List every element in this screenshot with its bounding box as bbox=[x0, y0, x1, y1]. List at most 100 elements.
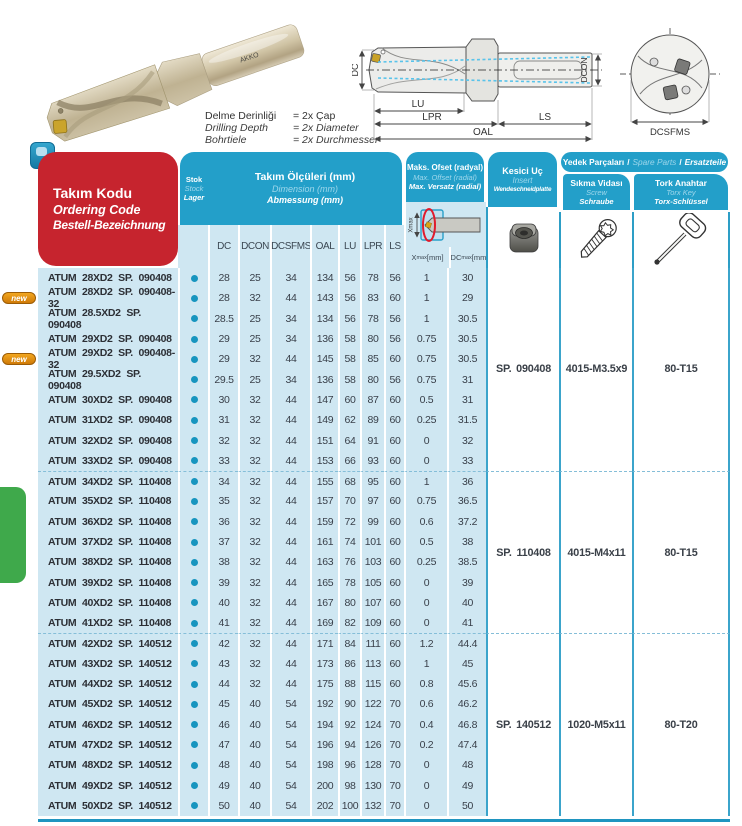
new-badge: new bbox=[2, 292, 36, 305]
cell-oal: 196 bbox=[310, 734, 338, 756]
spare-insert-code: SP. 110408 bbox=[486, 470, 559, 634]
cell-ls: 60 bbox=[384, 633, 404, 654]
cell-lpr: 99 bbox=[360, 511, 384, 532]
row-code: ATUM 46XD2 SP. 140512 bbox=[38, 714, 178, 735]
cell-lu: 94 bbox=[338, 734, 360, 756]
cell-oal: 155 bbox=[310, 470, 338, 492]
cell-dc: 43 bbox=[208, 653, 238, 674]
cell-lpr: 87 bbox=[360, 389, 384, 411]
cell-ls: 60 bbox=[384, 430, 404, 451]
cell-lpr: 107 bbox=[360, 592, 384, 614]
cell-dc: 50 bbox=[208, 795, 238, 817]
front-view-diagram: DCSFMS bbox=[620, 28, 720, 138]
cell-lu: 78 bbox=[338, 572, 360, 593]
cell-lpr: 132 bbox=[360, 795, 384, 817]
stock-indicator bbox=[178, 430, 208, 451]
row-code: ATUM 48XD2 SP. 140512 bbox=[38, 755, 178, 776]
cell-dcon: 32 bbox=[238, 389, 270, 411]
cell-ls: 60 bbox=[384, 410, 404, 431]
cell-dcsfms: 44 bbox=[270, 470, 310, 492]
cell-oal: 159 bbox=[310, 511, 338, 532]
spare-banner-tr: Yedek Parçaları bbox=[562, 157, 625, 167]
ordering-header-en: Ordering Code bbox=[53, 203, 141, 218]
cell-dc: 39 bbox=[208, 572, 238, 593]
cell-xmax: 0.75 bbox=[404, 369, 447, 390]
cell-dcon: 32 bbox=[238, 653, 270, 674]
screw-header: Sıkma Vidası Screw Schraube bbox=[563, 174, 630, 210]
cell-dc: 29 bbox=[208, 328, 238, 350]
cell-oal: 147 bbox=[310, 389, 338, 411]
cell-xmax: 0 bbox=[404, 613, 447, 634]
cell-dcsfms: 54 bbox=[270, 775, 310, 796]
stock-indicator bbox=[178, 775, 208, 796]
cell-xmax: 0.5 bbox=[404, 531, 447, 553]
stock-indicator bbox=[178, 511, 208, 532]
cell-dcon: 40 bbox=[238, 775, 270, 796]
cell-oal: 171 bbox=[310, 633, 338, 654]
cell-oal: 136 bbox=[310, 328, 338, 350]
note-label: Delme Derinliği bbox=[205, 110, 277, 122]
cell-oal: 173 bbox=[310, 653, 338, 674]
cell-dcmax: 31 bbox=[447, 369, 486, 390]
row-code: ATUM 29.5XD2 SP. 090408 bbox=[38, 368, 178, 392]
cell-xmax: 0 bbox=[404, 755, 447, 776]
cell-dcon: 40 bbox=[238, 694, 270, 715]
stock-indicator bbox=[178, 268, 208, 289]
offset-header-en: Max. Offset (radial) bbox=[413, 172, 477, 182]
cell-oal: 134 bbox=[310, 268, 338, 289]
spare-torx-code: 80-T15 bbox=[632, 268, 730, 471]
product-rows: ATUM 28XD2 SP. 090408 28 25 34 134 56 78 56 1 30 S… bbox=[38, 268, 730, 817]
note-value: = 2x Çap bbox=[293, 110, 336, 122]
cell-dcsfms: 44 bbox=[270, 531, 310, 553]
cell-dcsfms: 44 bbox=[270, 511, 310, 532]
cell-dcon: 32 bbox=[238, 633, 270, 654]
cell-ls: 70 bbox=[384, 714, 404, 735]
cell-lu: 82 bbox=[338, 613, 360, 634]
xmax-unit: [mm] bbox=[426, 253, 444, 262]
row-code: ATUM 29XD2 SP. 090408-32 bbox=[38, 347, 178, 371]
cell-ls: 60 bbox=[384, 450, 404, 471]
row-code: ATUM 41XD2 SP. 110408 bbox=[38, 613, 178, 634]
stock-header: Stok Stock Lager bbox=[180, 152, 208, 225]
cell-dc: 49 bbox=[208, 775, 238, 796]
drilling-depth-note: Delme Derinliği = 2x Çap Drilling Depth … bbox=[205, 110, 379, 146]
row-code: ATUM 49XD2 SP. 140512 bbox=[38, 775, 178, 796]
drill-photo: AKKO bbox=[46, 24, 305, 142]
screw-header-de: Schraube bbox=[579, 197, 614, 207]
ordering-header-tr: Takım Kodu bbox=[53, 185, 133, 201]
cell-xmax: 0 bbox=[404, 795, 447, 817]
stock-dot bbox=[190, 335, 198, 343]
cell-ls: 60 bbox=[384, 592, 404, 614]
spare-screw-code: 4015-M3.5x9 bbox=[559, 268, 632, 471]
cell-ls: 56 bbox=[384, 369, 404, 390]
drill-body: AKKO bbox=[46, 24, 305, 142]
cell-oal: 175 bbox=[310, 673, 338, 695]
cell-dc: 41 bbox=[208, 613, 238, 634]
cell-dcmax: 32 bbox=[447, 430, 486, 451]
cell-lu: 80 bbox=[338, 592, 360, 614]
dim-label-ls: LS bbox=[539, 112, 552, 123]
cell-dcmax: 49 bbox=[447, 775, 486, 796]
spare-parts-banner: Yedek Parçaları / Spare Parts / Ersatzte… bbox=[561, 152, 728, 172]
cell-oal: 161 bbox=[310, 531, 338, 553]
dcmax-base: DC bbox=[450, 253, 462, 262]
offset-diagram: Xmax bbox=[409, 208, 481, 242]
cell-lpr: 109 bbox=[360, 613, 384, 634]
cell-xmax: 0 bbox=[404, 450, 447, 471]
cell-dc: 33 bbox=[208, 450, 238, 471]
cell-dc: 35 bbox=[208, 491, 238, 512]
note-value: = 2x Durchmesser bbox=[293, 134, 379, 146]
dimensions-header-tr: Takım Ölçüleri (mm) bbox=[254, 171, 356, 184]
new-badge: new bbox=[2, 353, 36, 366]
cell-dcmax: 50 bbox=[447, 795, 486, 817]
cell-lu: 58 bbox=[338, 369, 360, 390]
dcmax-unit: [mm] bbox=[471, 253, 489, 262]
note-label: Bohrtiele bbox=[205, 134, 247, 146]
cell-dcsfms: 44 bbox=[270, 491, 310, 512]
product-table: Takım Kodu Ordering Code Bestell-Bezeich… bbox=[38, 150, 730, 817]
note-label: Drilling Depth bbox=[205, 122, 269, 134]
cell-lpr: 103 bbox=[360, 552, 384, 573]
cell-dcon: 32 bbox=[238, 470, 270, 492]
cell-oal: 200 bbox=[310, 775, 338, 796]
